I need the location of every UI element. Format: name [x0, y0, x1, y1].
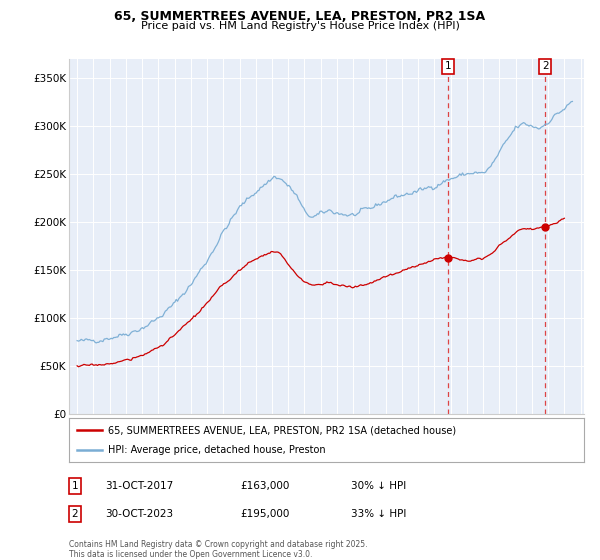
Text: HPI: Average price, detached house, Preston: HPI: Average price, detached house, Pres… — [107, 445, 325, 455]
Text: £163,000: £163,000 — [240, 481, 289, 491]
Text: 2: 2 — [71, 509, 79, 519]
Text: 30-OCT-2023: 30-OCT-2023 — [105, 509, 173, 519]
Text: 65, SUMMERTREES AVENUE, LEA, PRESTON, PR2 1SA (detached house): 65, SUMMERTREES AVENUE, LEA, PRESTON, PR… — [107, 425, 456, 435]
Text: 30% ↓ HPI: 30% ↓ HPI — [351, 481, 406, 491]
Text: 65, SUMMERTREES AVENUE, LEA, PRESTON, PR2 1SA: 65, SUMMERTREES AVENUE, LEA, PRESTON, PR… — [115, 10, 485, 23]
Text: 31-OCT-2017: 31-OCT-2017 — [105, 481, 173, 491]
Text: Price paid vs. HM Land Registry's House Price Index (HPI): Price paid vs. HM Land Registry's House … — [140, 21, 460, 31]
Text: Contains HM Land Registry data © Crown copyright and database right 2025.
This d: Contains HM Land Registry data © Crown c… — [69, 540, 367, 559]
Text: 1: 1 — [445, 62, 451, 72]
Text: 1: 1 — [71, 481, 79, 491]
Text: £195,000: £195,000 — [240, 509, 289, 519]
Text: 2: 2 — [542, 62, 548, 72]
Text: 33% ↓ HPI: 33% ↓ HPI — [351, 509, 406, 519]
